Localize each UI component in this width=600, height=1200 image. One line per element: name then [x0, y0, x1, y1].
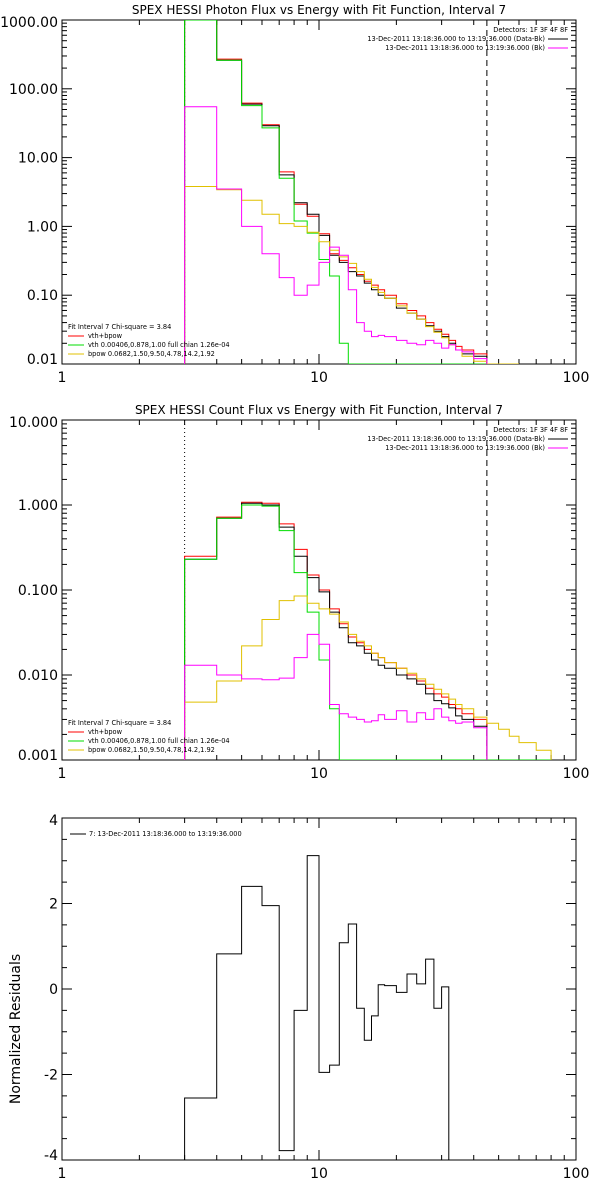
- legend-entry-text: bpow 0.0682,1.50,9.50,4.78,14.2,1.92: [88, 350, 215, 358]
- x-tick-label: 10: [310, 370, 328, 386]
- legend-entry-text: vth 0.00406,0.878,1.00 full chian 1.26e-…: [88, 341, 230, 349]
- x-tick-label: 100: [563, 370, 590, 386]
- x-tick-label: 10: [310, 1166, 328, 1182]
- legend-entry-text: Fit Interval 7 Chi-square = 3.84: [68, 719, 171, 727]
- photon-flux-panel: SPEX HESSI Photon Flux vs Energy with Fi…: [0, 3, 589, 386]
- x-tick-label: 100: [563, 766, 590, 782]
- y-tick-label: 0.01: [27, 352, 58, 368]
- y-axis-label: Normalized Residuals: [8, 954, 24, 1104]
- y-tick-label: -4: [44, 1148, 58, 1164]
- legend-entry-text: vth+bpow: [88, 332, 123, 340]
- x-tick-label: 10: [310, 766, 328, 782]
- legend-entry-text: 13-Dec-2011 13:18:36.000 to 13:19:36.000…: [385, 444, 545, 452]
- chart-title: SPEX HESSI Photon Flux vs Energy with Fi…: [132, 3, 506, 17]
- y-tick-label: 10.000: [9, 415, 58, 431]
- legend-entry-text: Detectors: 1F 3F 4F 8F: [493, 426, 568, 434]
- plot-area: [184, 501, 552, 760]
- legend-entry-text: 13-Dec-2011 13:18:36.000 to 13:19:36.000…: [385, 44, 545, 52]
- plot-area: [184, 855, 450, 1160]
- series-vth-line: [184, 504, 552, 760]
- plot-area: [184, 20, 519, 364]
- x-tick-label: 1: [58, 1166, 67, 1182]
- y-tick-label: 1.00: [27, 219, 58, 235]
- series-bpow-line: [184, 595, 552, 760]
- series-background-line: [184, 633, 488, 760]
- x-tick-label: 100: [563, 1166, 590, 1182]
- count-flux-panel: SPEX HESSI Count Flux vs Energy with Fit…: [9, 403, 589, 782]
- y-tick-label: 4: [49, 813, 58, 829]
- series-residuals-line: [184, 855, 450, 1160]
- y-tick-label: 1000.00: [0, 15, 58, 31]
- series-background-line: [184, 106, 488, 364]
- chart-title: SPEX HESSI Count Flux vs Energy with Fit…: [135, 403, 503, 417]
- residuals-panel: 1 10 100 -4 -2 0 2 4 Normalized Residuals 7: 13-D…: [8, 813, 589, 1182]
- legend-entry-text: 7: 13-Dec-2011 13:18:36.000 to 13:19:36.…: [89, 830, 242, 838]
- x-tick-label: 1: [58, 766, 67, 782]
- legend-entry-text: vth 0.00406,0.878,1.00 full chian 1.26e-…: [88, 737, 230, 745]
- y-tick-label: 0.001: [18, 748, 58, 764]
- x-tick-label: 1: [58, 370, 67, 386]
- legend-entry-text: vth+bpow: [88, 728, 123, 736]
- y-tick-label: 10.00: [18, 151, 58, 167]
- legend-entry-text: 13-Dec-2011 13:18:36.000 to 13:19:36.000…: [367, 435, 545, 443]
- y-tick-label: 0.100: [18, 583, 58, 599]
- y-tick-label: 0.10: [27, 288, 58, 304]
- series-vth-line: [184, 20, 519, 364]
- y-tick-label: 1.000: [18, 498, 58, 514]
- y-tick-label: 0.010: [18, 668, 58, 684]
- y-tick-label: 100.00: [9, 82, 58, 98]
- y-tick-label: -2: [44, 1068, 58, 1084]
- y-tick-label: 0: [49, 982, 58, 998]
- legend-entry-text: Detectors: 1F 3F 4F 8F: [493, 26, 568, 34]
- legend-entry-text: 13-Dec-2011 13:18:36.000 to 13:19:36.000…: [367, 35, 545, 43]
- y-tick-label: 2: [49, 897, 58, 913]
- legend-entry-text: bpow 0.0682,1.50,9.50,4.78,14.2,1.92: [88, 746, 215, 754]
- legend-entry-text: Fit Interval 7 Chi-square = 3.84: [68, 323, 171, 331]
